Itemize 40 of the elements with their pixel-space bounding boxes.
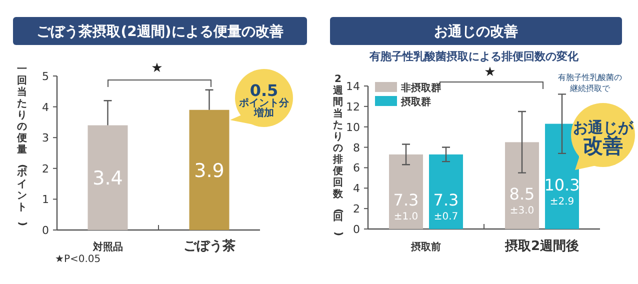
y-tick-label: 8 — [353, 141, 360, 154]
y-tick-label: 10 — [346, 120, 360, 134]
x-tick-label: ごぼう茶 — [183, 238, 236, 254]
text: 2週間当たりの排便回数(回) — [332, 74, 344, 236]
x-tick-label: 対照品 — [92, 241, 123, 253]
y-tick-label: 0 — [353, 223, 360, 236]
bar — [429, 154, 463, 229]
bar — [389, 154, 423, 229]
data-label: 3.9 — [194, 160, 224, 182]
annotation: お通じが改善 — [573, 118, 634, 158]
annotation: 0.5ポイント分増加 — [238, 81, 290, 119]
text: ★P<0.05 — [55, 254, 101, 265]
y-tick-label: 2 — [353, 202, 360, 216]
text: 一回当たりの便量(ポイント) — [16, 64, 28, 226]
y-tick-label: 12 — [346, 100, 360, 114]
data-label: 8.5 ±3.0 — [509, 184, 535, 217]
y-tick-label: 3 — [42, 132, 49, 145]
chart-title: ごぼう茶摂取(2週間)による便量の改善 — [36, 23, 284, 40]
y-tick-label: 4 — [42, 100, 49, 114]
data-label: 7.3 ±0.7 — [433, 190, 459, 223]
legend-label: 非摂取群 — [400, 82, 441, 94]
y-tick-label: 4 — [353, 182, 360, 196]
annotation: ★ — [151, 61, 163, 76]
y-tick-label: 1 — [42, 193, 49, 206]
x-tick-label: 摂取2週間後 — [504, 238, 580, 254]
legend-label: 摂取群 — [400, 96, 431, 108]
bar — [505, 142, 539, 229]
chart-title: お通じの改善 — [434, 23, 518, 40]
chart-subtitle: 有胞子性乳酸菌摂取による排便回数の変化 — [368, 50, 580, 63]
y-tick-label: 14 — [346, 80, 360, 93]
data-label: 10.3 ±2.9 — [544, 175, 580, 208]
y-tick-label: 2 — [42, 162, 49, 176]
y-tick-label: 6 — [353, 162, 360, 175]
y-tick-label: 0 — [42, 224, 49, 237]
annotation: 有胞子性乳酸菌の継続摂取で — [558, 73, 622, 93]
text: ★ — [484, 65, 496, 80]
x-tick-label: 摂取前 — [410, 241, 441, 253]
y-tick-label: 5 — [42, 70, 49, 83]
data-label: 3.4 — [92, 168, 123, 190]
data-label: 7.3 ±1.0 — [393, 190, 419, 223]
